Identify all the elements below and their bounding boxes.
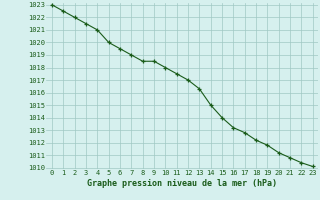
- X-axis label: Graphe pression niveau de la mer (hPa): Graphe pression niveau de la mer (hPa): [87, 179, 277, 188]
